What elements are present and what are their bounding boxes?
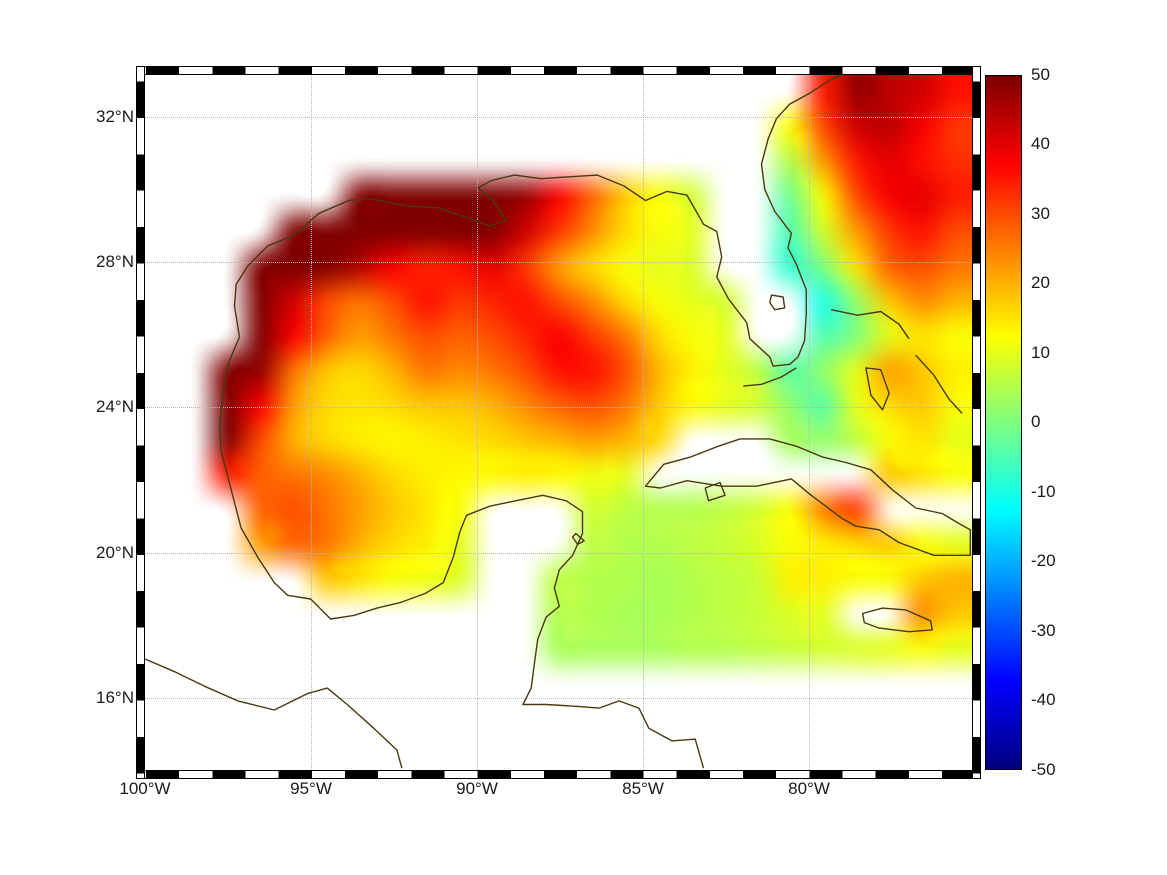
x-tick-label: 85°W [622, 779, 664, 798]
colorbar [985, 75, 1022, 770]
colorbar-tick-label: 50 [1031, 65, 1050, 84]
y-tick-label: 24°N [96, 397, 134, 416]
gridline [311, 75, 312, 770]
colorbar-tick-label: -40 [1031, 690, 1056, 709]
map-frame-left [136, 66, 145, 779]
gridline [145, 698, 972, 699]
y-tick-label: 32°N [96, 107, 134, 126]
colorbar-tick-label: -50 [1031, 760, 1056, 779]
colorbar-tick-label: 0 [1031, 412, 1041, 431]
y-tick-label: 20°N [96, 543, 134, 562]
gridline [145, 262, 972, 263]
gridline [145, 117, 972, 118]
map-frame-top [136, 66, 981, 75]
colorbar-tick-label: 20 [1031, 273, 1050, 292]
colorbar-tick-label: -10 [1031, 482, 1056, 501]
colorbar-tick-label: 40 [1031, 134, 1050, 153]
heatmap-canvas [145, 75, 972, 770]
x-tick-label: 95°W [290, 779, 332, 798]
colorbar-tick-label: 10 [1031, 343, 1050, 362]
gridline [809, 75, 810, 770]
colorbar-tick-label: -20 [1031, 551, 1056, 570]
y-tick-label: 28°N [96, 252, 134, 271]
gridline [643, 75, 644, 770]
y-tick-label: 16°N [96, 688, 134, 707]
gridline [145, 407, 972, 408]
colorbar-tick-label: -30 [1031, 621, 1056, 640]
gridline [477, 75, 478, 770]
colorbar-tick-label: 30 [1031, 204, 1050, 223]
map-frame-bottom [136, 770, 981, 779]
x-tick-label: 90°W [456, 779, 498, 798]
colorbar-canvas [986, 76, 1021, 769]
gridline [145, 553, 972, 554]
map-frame-right [972, 66, 981, 779]
x-tick-label: 100°W [119, 779, 171, 798]
plot-area [144, 74, 973, 771]
x-tick-label: 80°W [788, 779, 830, 798]
